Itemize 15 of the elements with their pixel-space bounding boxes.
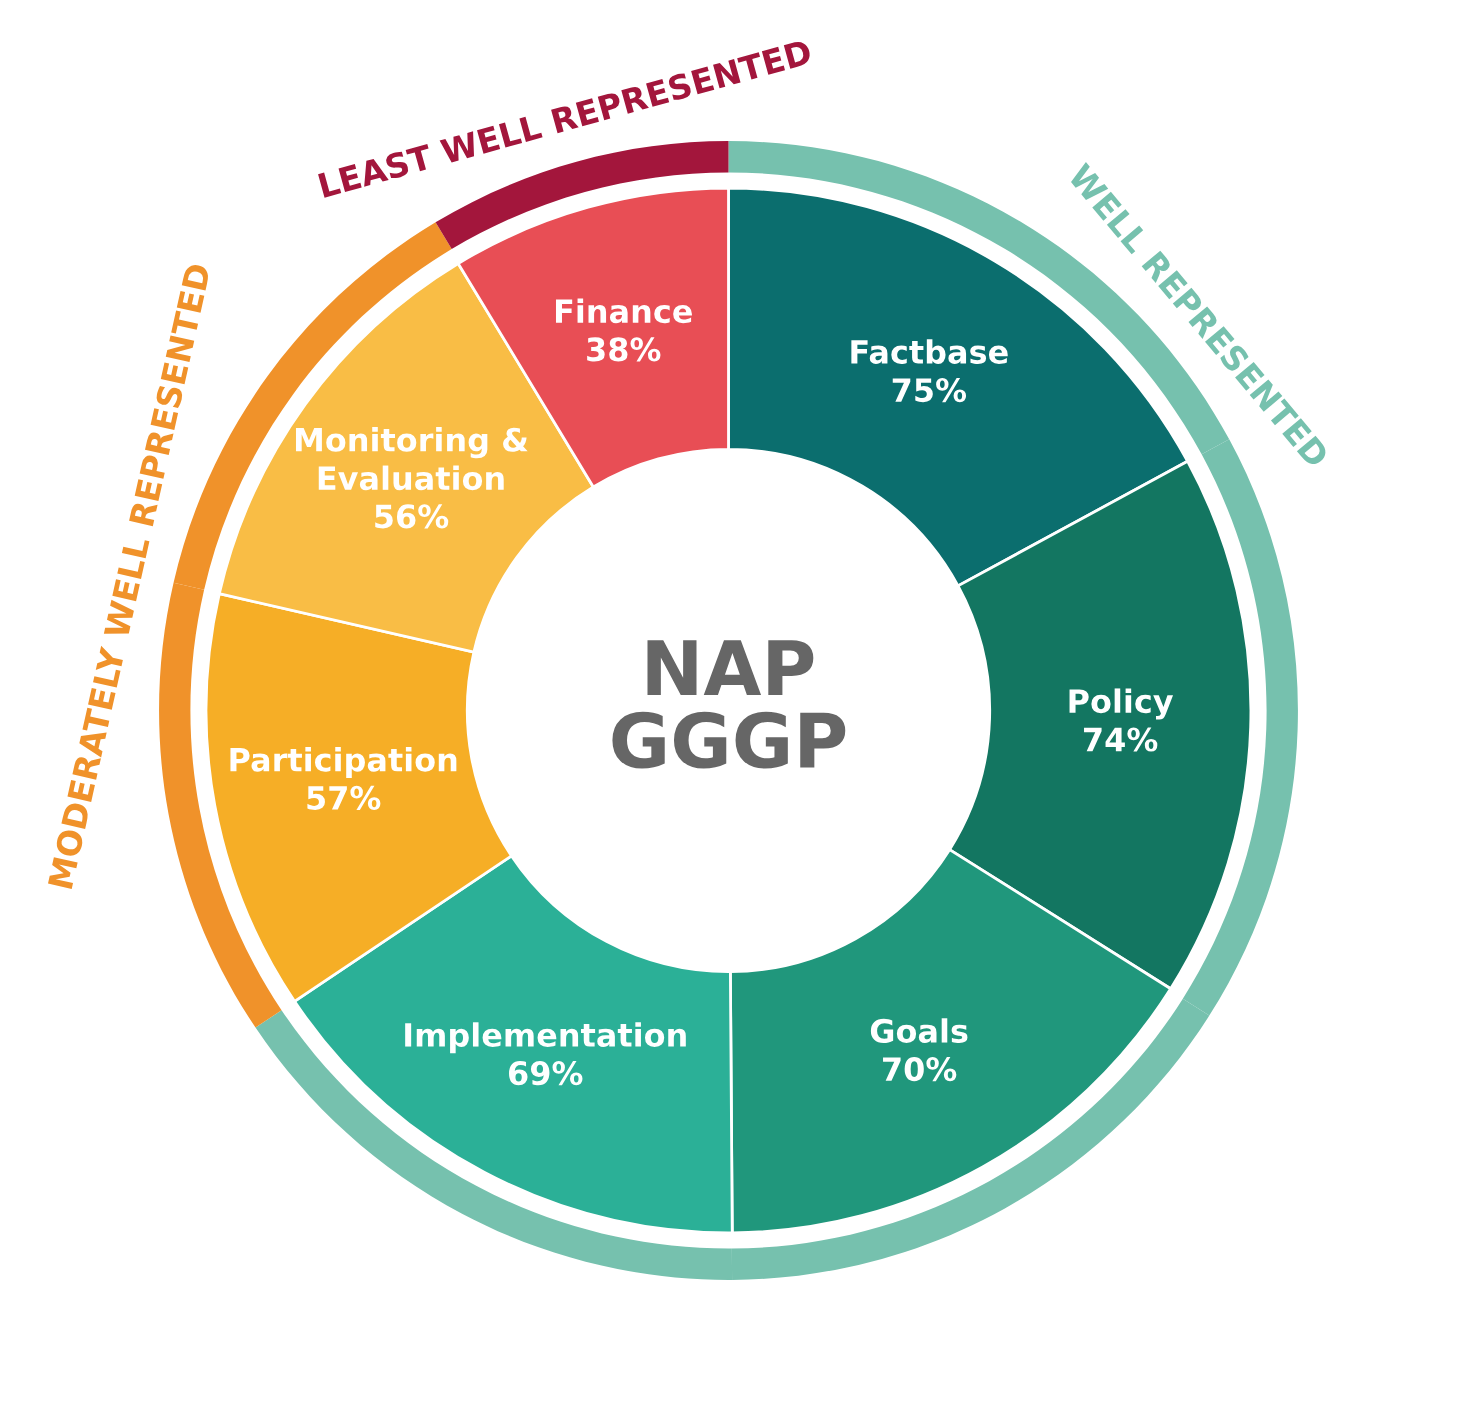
data-label: 74% bbox=[1084, 727, 1158, 752]
slice-label: Factbase bbox=[851, 339, 1008, 364]
data-label: 70% bbox=[883, 1057, 957, 1082]
slice-label: Policy bbox=[1069, 688, 1174, 720]
text: NAP GGGP bbox=[612, 640, 846, 769]
slice-label: Implementation bbox=[405, 1022, 686, 1054]
data-label: 69% bbox=[509, 1061, 583, 1086]
data-label: 38% bbox=[587, 337, 661, 362]
data-label: 57% bbox=[307, 785, 381, 810]
slice-label: Participation bbox=[230, 747, 457, 778]
data-label: 75% bbox=[892, 377, 967, 403]
slice-label: Finance bbox=[555, 298, 692, 324]
data-label: 56% bbox=[375, 504, 449, 529]
slice-label: Monitoring & Evaluation bbox=[295, 427, 528, 491]
slice-label: Goals bbox=[870, 1018, 968, 1043]
